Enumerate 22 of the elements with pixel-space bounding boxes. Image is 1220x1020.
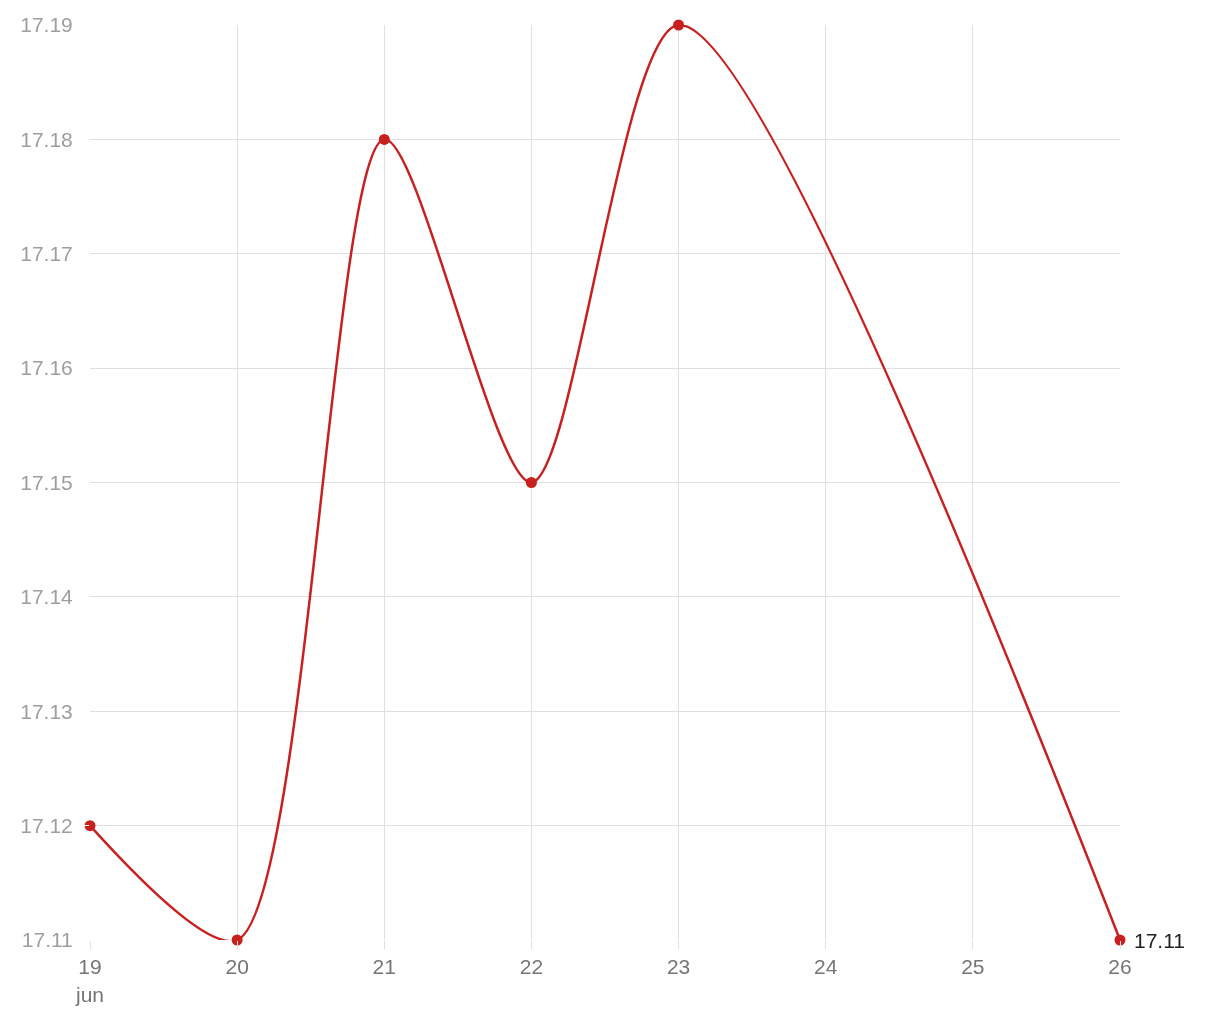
point [525, 477, 537, 488]
y-tick-label: 17.12 [20, 813, 73, 837]
x-tick-label: 21 [372, 955, 396, 979]
y-tick-label: 17.17 [20, 242, 73, 266]
x-tick-label: 20 [225, 955, 249, 979]
y-tick-label: 17.16 [20, 356, 73, 380]
y-tick-label: 17.19 [20, 13, 73, 37]
x-tick-label: 25 [961, 955, 985, 979]
y-tick-label: 17.15 [20, 470, 73, 494]
annotation: 17.11 [1134, 929, 1185, 952]
y-tick-label: 17.18 [20, 127, 73, 151]
y-tick-label: 17.13 [20, 699, 73, 723]
x-tick-label: 26 [1108, 955, 1132, 979]
y-tick-label: 17.14 [20, 585, 74, 609]
x-tick-label: 19 jun [74, 955, 105, 1006]
point [84, 820, 96, 832]
y-tick-label: 17.11 [21, 928, 73, 952]
x-tick-label: 24 [814, 955, 838, 979]
x-tick-label: 23 [666, 955, 691, 979]
x-tick-label: 22 [519, 955, 544, 979]
point [673, 19, 685, 31]
point [378, 133, 390, 145]
